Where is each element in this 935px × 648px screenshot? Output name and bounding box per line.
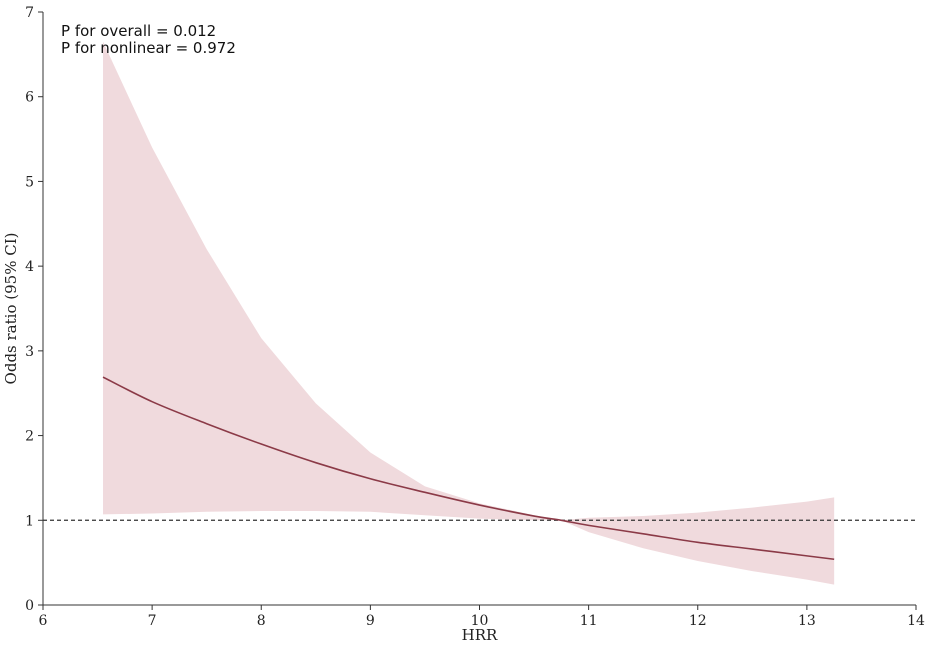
odds-ratio-line-layer	[102, 376, 835, 561]
odds-ratio-line	[102, 376, 835, 561]
p-overall-annotation: P for overall = 0.012	[61, 22, 216, 40]
y-tick-label: 0	[25, 598, 34, 614]
x-tick-label: 8	[257, 613, 266, 629]
x-tick-label: 11	[580, 613, 598, 629]
x-tick-label: 10	[471, 613, 489, 629]
x-tick-label: 6	[39, 613, 48, 629]
x-tick-label: 7	[148, 613, 157, 629]
y-tick-label: 2	[25, 429, 34, 445]
y-tick-label: 6	[25, 90, 34, 106]
y-axis-label: Odds ratio (95% CI)	[2, 233, 20, 385]
x-tick-label: 12	[689, 613, 707, 629]
p-nonlinear-annotation: P for nonlinear = 0.972	[61, 39, 236, 57]
x-tick-label: 14	[907, 613, 925, 629]
ci-band-layer	[103, 41, 835, 585]
x-tick-label: 9	[366, 613, 375, 629]
x-axis-label: HRR	[462, 626, 498, 644]
ci-band	[103, 41, 835, 585]
annotations: P for overall = 0.012 P for nonlinear = …	[61, 22, 236, 57]
x-tick-label: 13	[798, 613, 816, 629]
y-tick-label: 1	[25, 513, 34, 529]
axis-labels: HRR Odds ratio (95% CI)	[2, 233, 498, 644]
y-tick-label: 5	[25, 174, 34, 190]
y-tick-label: 4	[25, 259, 34, 275]
y-tick-label: 7	[25, 5, 34, 21]
y-tick-label: 3	[25, 344, 34, 360]
